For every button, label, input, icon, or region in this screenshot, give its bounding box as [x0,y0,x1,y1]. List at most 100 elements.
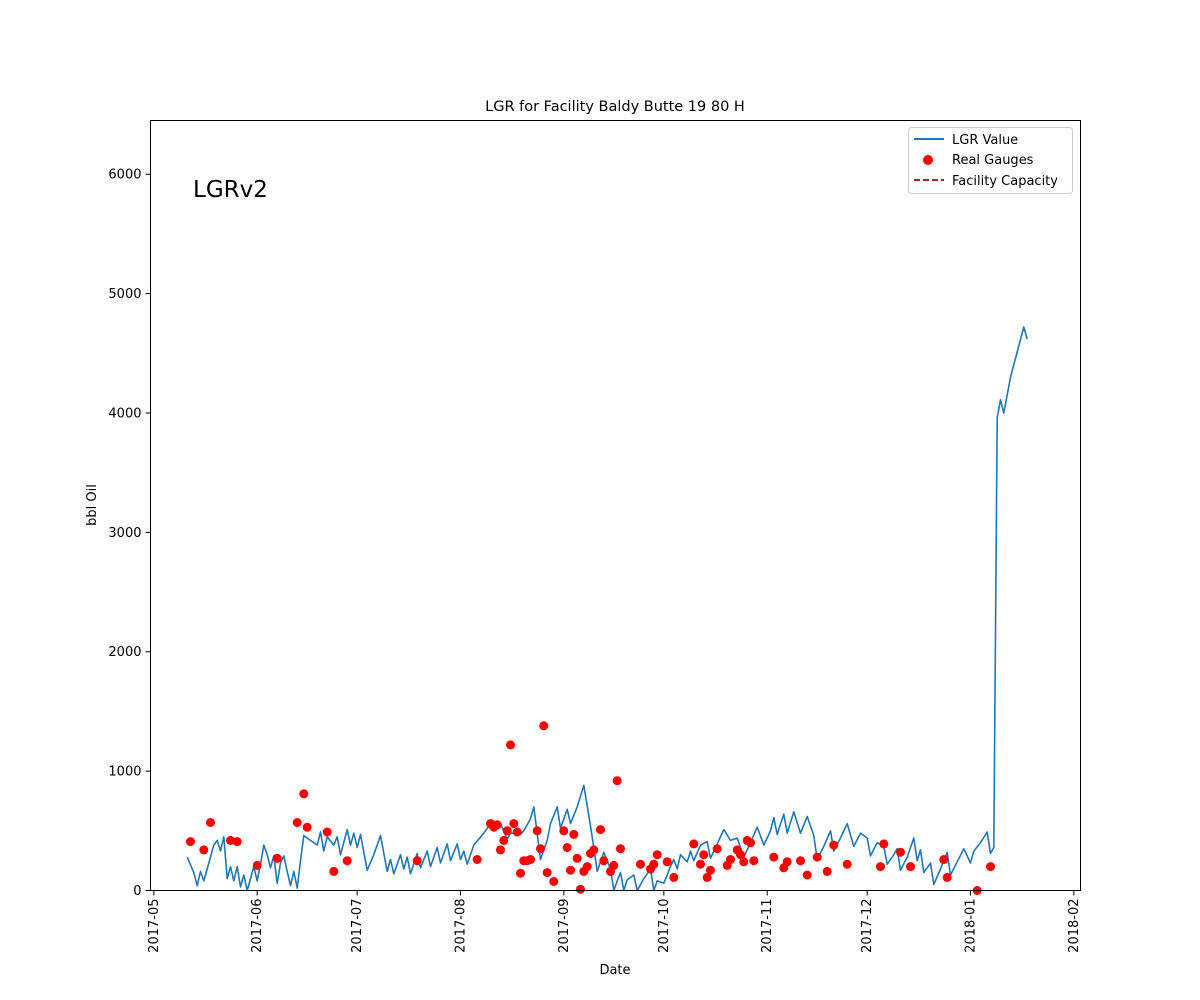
real-gauge-point [532,826,542,836]
legend-label-capacity: Facility Capacity [952,174,1058,189]
real-gauge-point [226,835,235,845]
real-gauge-point [769,852,779,862]
x-tick-label: 2017-08 [454,899,469,953]
real-gauge-point [499,835,509,845]
real-gauge-point [502,826,512,836]
real-gauge-point [822,866,832,876]
legend-dot-swatch [923,155,933,165]
real-gauge-point [582,862,592,872]
real-gauge-point [206,818,215,827]
real-gauge-point [342,856,352,866]
real-gauge-point [512,827,522,837]
real-gauge-point [302,822,312,832]
x-axis-label: Date [599,963,630,978]
y-axis: 0 1000 2000 3000 4000 5000 6000 [108,168,151,899]
real-gauge-point [662,857,672,867]
real-gauge-point [636,859,645,869]
lgr-value-line [186,326,1028,891]
x-tick-label: 2018-02 [1067,899,1082,953]
chart-title: LGR for Facility Baldy Butte 19 80 H [485,99,745,115]
y-tick-label: 6000 [108,168,141,183]
x-tick-label: 2017-07 [350,899,365,953]
real-gauge-point [272,853,282,863]
real-gauge-point [649,859,659,869]
y-tick-label: 2000 [108,645,141,660]
real-gauge-point [879,839,889,849]
x-tick-label: 2018-01 [964,899,979,953]
real-gauge-point [942,872,952,882]
real-gauge-point [562,843,572,852]
real-gauge-point [599,856,609,866]
x-tick-label: 2017-05 [147,899,162,953]
real-gauge-point [876,862,885,872]
real-gauge-point [749,856,759,866]
real-gauge-point [689,839,699,849]
real-gauge-point [492,820,502,830]
y-tick-label: 4000 [108,406,141,421]
real-gauge-point [609,860,619,870]
y-tick-label: 0 [133,884,141,899]
real-gauge-point [569,829,579,839]
real-gauge-point [612,776,622,786]
y-tick-label: 3000 [108,526,141,541]
real-gauge-point [842,859,852,869]
legend-box [908,127,1073,194]
plot-frame [150,120,1081,891]
y-tick-label: 1000 [108,765,141,780]
real-gauge-point [896,847,905,857]
real-gauge-point [652,850,662,860]
x-tick-label: 2017-09 [557,899,572,953]
real-gauge-point [812,852,822,862]
x-axis: 2017-05 2017-06 2017-07 2017-08 2017-09 2017-… [147,890,1082,953]
real-gauge-point [559,826,569,836]
real-gauge-point [516,868,525,878]
real-gauge-point [906,862,915,872]
real-gauge-point [199,845,209,855]
real-gauge-point [746,838,755,848]
real-gauge-point [292,818,302,827]
real-gauge-point [669,872,679,882]
real-gauge-point [939,855,949,864]
real-gauge-point [986,862,995,872]
real-gauge-point [796,856,805,866]
real-gauge-point [186,837,195,847]
y-tick-label: 5000 [108,287,141,302]
y-axis-label: bbl Oil [85,484,100,526]
real-gauge-point [412,856,422,866]
real-gauge-point [739,857,749,867]
real-gauge-point [509,819,519,829]
real-gauge-point [566,865,575,875]
x-tick-label: 2017-10 [657,899,672,953]
real-gauge-point [736,850,745,860]
x-tick-label: 2017-11 [760,899,775,953]
version-annotation: LGRv2 [193,177,268,203]
plot-area [186,326,1028,895]
x-tick-label: 2017-12 [860,899,875,953]
legend-label-lgr: LGR Value [952,133,1018,148]
real-gauge-point [299,789,309,799]
real-gauge-point [496,845,505,855]
real-gauge-point [829,840,839,850]
real-gauge-point [699,850,709,860]
real-gauge-point [252,860,262,870]
real-gauge-point [542,868,552,878]
real-gauge-point [572,853,582,863]
real-gauge-point [696,859,705,869]
real-gauge-point [712,844,722,854]
real-gauge-point [232,837,242,847]
real-gauge-point [596,825,605,835]
real-gauge-point [506,740,515,750]
real-gauge-point [539,721,549,731]
real-gauge-point [576,884,585,894]
real-gauge-point [802,870,812,880]
real-gauge-point [589,845,599,855]
legend-label-gauges: Real Gauges [952,153,1034,168]
x-tick-label: 2017-06 [250,899,265,953]
real-gauge-point [726,855,735,864]
real-gauge-point [472,855,482,864]
real-gauge-point [329,866,339,876]
real-gauge-point [322,827,332,837]
real-gauge-point [526,855,535,864]
legend: LGR Value Real Gauges Facility Capacity [908,127,1073,194]
